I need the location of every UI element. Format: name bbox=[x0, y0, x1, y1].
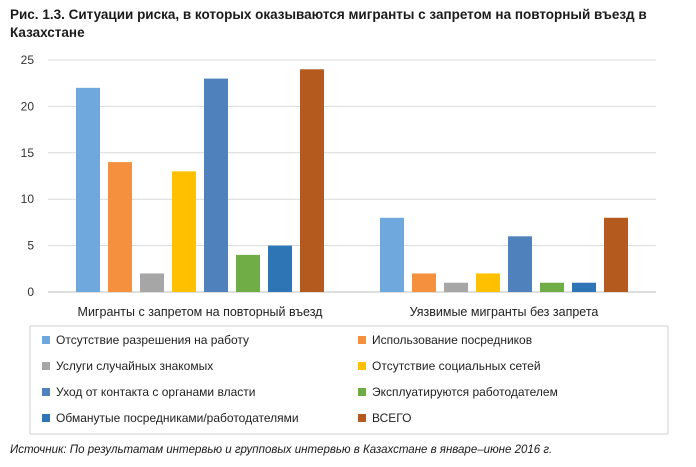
gridlines bbox=[48, 59, 656, 293]
legend-swatch bbox=[42, 388, 50, 396]
legend-swatch bbox=[42, 414, 50, 422]
bar bbox=[300, 69, 324, 292]
bar bbox=[268, 245, 292, 292]
y-tick-label: 0 bbox=[27, 285, 34, 299]
bar bbox=[76, 87, 100, 292]
legend-label: Отсутствие социальных сетей bbox=[372, 359, 541, 373]
y-tick-label: 25 bbox=[21, 53, 35, 67]
y-tick-label: 20 bbox=[21, 99, 35, 113]
legend-label: Использование посредников bbox=[372, 333, 532, 347]
chart-title: Рис. 1.3. Ситуации риска, в которых оказ… bbox=[10, 7, 647, 40]
x-category-label: Уязвимые мигранты без запрета bbox=[410, 305, 599, 319]
legend-label: Обманутые посредниками/работодателями bbox=[56, 411, 299, 425]
legend-swatch bbox=[358, 362, 366, 370]
legend-swatch bbox=[358, 388, 366, 396]
bar bbox=[140, 273, 164, 292]
legend: Отсутствие разрешения на работу Использов… bbox=[29, 325, 669, 435]
legend-label: Услуги случайных знакомых bbox=[56, 359, 213, 373]
bar bbox=[508, 236, 532, 292]
bars bbox=[76, 69, 628, 292]
bar bbox=[412, 273, 436, 292]
x-category-label: Мигранты с запретом на повторный въезд bbox=[78, 305, 324, 319]
y-tick-label: 5 bbox=[27, 239, 34, 253]
bar bbox=[172, 171, 196, 292]
bar bbox=[604, 217, 628, 292]
legend-box bbox=[29, 325, 669, 435]
bar bbox=[108, 162, 132, 292]
bar bbox=[476, 273, 500, 292]
legend-label: Отсутствие разрешения на работу bbox=[56, 333, 249, 347]
legend-label: Эксплуатируются работодателем bbox=[372, 385, 558, 399]
legend-swatch bbox=[42, 362, 50, 370]
legend-label: ВСЕГО bbox=[372, 411, 411, 425]
axes: 0 5 10 15 20 25 Мигранты с запретом на повторн… bbox=[21, 53, 599, 319]
legend-label: Уход от контакта с органами власти bbox=[56, 385, 255, 399]
legend-swatch bbox=[42, 336, 50, 344]
bar bbox=[204, 78, 228, 292]
bar bbox=[540, 282, 564, 292]
source-note: Источник: По результатам интервью и груп… bbox=[10, 444, 553, 456]
y-tick-label: 10 bbox=[21, 192, 35, 206]
legend-swatch bbox=[358, 336, 366, 344]
bar bbox=[444, 282, 468, 292]
bar bbox=[380, 217, 404, 292]
bar bbox=[236, 254, 260, 292]
y-tick-label: 15 bbox=[21, 146, 35, 160]
bar bbox=[572, 282, 596, 292]
legend-swatch bbox=[358, 414, 366, 422]
